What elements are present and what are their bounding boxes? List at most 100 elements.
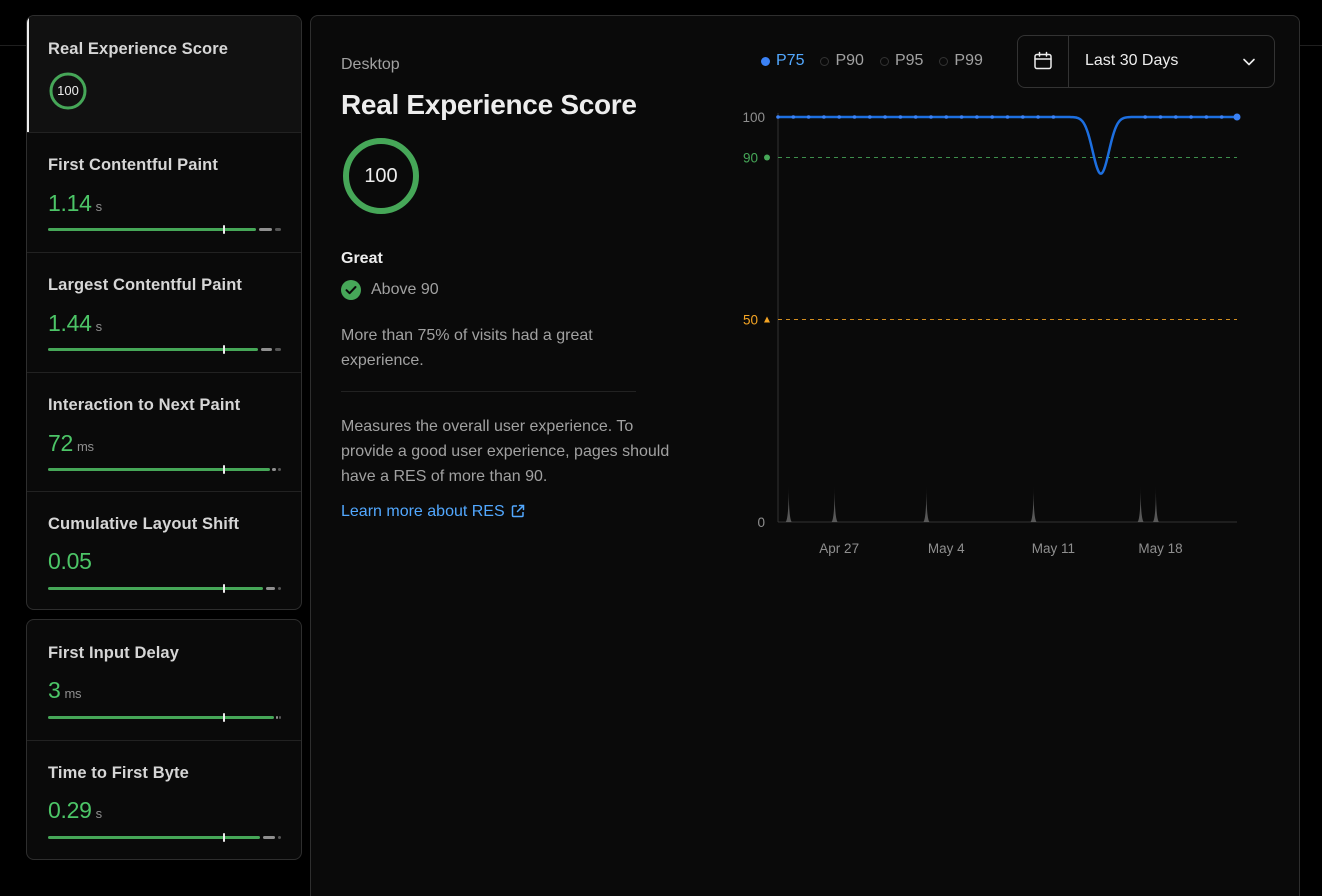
metric-distribution-bar: [48, 833, 281, 842]
divider: [341, 391, 636, 392]
rating-label: Great: [341, 250, 383, 267]
metric-distribution-bar: [48, 584, 281, 593]
legend-dot: [879, 56, 889, 66]
metric-title: Largest Contentful Paint: [48, 276, 242, 294]
volume-spike: [1137, 486, 1144, 522]
device-label: Desktop: [341, 56, 400, 73]
series-point: [1021, 115, 1025, 119]
threshold-label: Above 90: [371, 281, 439, 298]
series-end-point: [1233, 113, 1241, 121]
metric-fcp[interactable]: First Contentful Paint 1.14 s: [27, 132, 301, 252]
metric-title: Time to First Byte: [48, 764, 189, 782]
threshold-label: 50: [743, 313, 758, 328]
series-point: [1204, 115, 1209, 119]
summary-text: More than 75% of visits had a great expe…: [341, 327, 593, 369]
metric-unit: ms: [76, 439, 94, 454]
legend-dot: [820, 56, 830, 66]
x-tick-label: May 18: [1138, 541, 1182, 556]
threshold-label: 90: [743, 151, 758, 166]
metric-fid[interactable]: First Input Delay 3 ms: [27, 620, 301, 740]
metric-title: First Contentful Paint: [48, 156, 218, 174]
legend-dot: [939, 56, 949, 66]
y-tick-label: 100: [742, 110, 765, 125]
series-point: [1005, 115, 1010, 119]
chevron-down-icon: [1243, 58, 1255, 66]
series-point: [929, 115, 933, 119]
series-point: [1143, 115, 1147, 119]
date-range-label: Last 30 Days: [1085, 52, 1179, 69]
series-point: [806, 115, 811, 119]
legend-p90[interactable]: P90: [820, 52, 864, 70]
metric-value: 1.14 s: [48, 190, 103, 216]
description-text: Measures the overall user experience. To…: [341, 418, 670, 485]
metric-title: Interaction to Next Paint: [48, 396, 241, 414]
series-point: [944, 115, 949, 119]
metric-unit: s: [95, 199, 103, 214]
metric-unit: s: [95, 806, 103, 821]
metric-distribution-bar: [48, 345, 281, 354]
legend-p95[interactable]: P95: [879, 52, 923, 70]
metric-inp[interactable]: Interaction to Next Paint 72 ms: [27, 372, 301, 491]
legend-p75[interactable]: P75: [761, 52, 804, 70]
metric-unit: ms: [64, 686, 82, 701]
metric-value: 0.29 s: [48, 797, 103, 823]
x-tick-label: Apr 27: [819, 541, 859, 556]
volume-spike: [1030, 486, 1037, 522]
score-value: 100: [364, 165, 398, 187]
legend-p99[interactable]: P99: [939, 52, 983, 70]
calendar-icon: [1034, 51, 1052, 70]
metric-title: Real Experience Score: [48, 40, 229, 58]
x-tick-label: May 4: [928, 541, 965, 556]
res-line-chart[interactable]: 0 100 90 50 Apr 27 May 4 May 11 May 18: [711, 96, 1271, 576]
series-point: [883, 115, 887, 119]
metric-title: First Input Delay: [48, 644, 179, 662]
external-link-icon: [511, 504, 524, 518]
series-point: [852, 115, 857, 119]
legend-dot: [761, 56, 770, 66]
series-point: [1036, 115, 1040, 119]
volume-spike: [785, 486, 792, 522]
series-p75-line: [777, 115, 1238, 175]
series-point: [913, 115, 918, 119]
metric-unit: s: [95, 319, 103, 334]
top-divider-left: [0, 45, 26, 46]
series-point: [1051, 115, 1056, 119]
threshold-good-icon: [764, 154, 770, 161]
metric-ttfb[interactable]: Time to First Byte 0.29 s: [27, 740, 301, 859]
volume-spike: [831, 486, 838, 522]
percentile-legend: P75 P90 P95 P99: [761, 52, 983, 70]
metric-distribution-bar: [48, 713, 281, 722]
series-point: [1158, 115, 1163, 119]
series-point: [975, 115, 979, 119]
metric-res[interactable]: Real Experience Score 100: [27, 16, 301, 132]
y-tick-label: 0: [757, 515, 765, 530]
metric-distribution-bar: [48, 225, 281, 234]
score-value: 100: [57, 83, 79, 98]
metric-value: 3 ms: [48, 677, 82, 703]
metric-distribution-bar: [48, 465, 281, 474]
metric-value: 72 ms: [48, 430, 94, 456]
page-title: Real Experience Score: [341, 89, 637, 120]
series-point: [1219, 115, 1224, 119]
score-ring-icon: [49, 72, 87, 110]
x-tick-label: May 11: [1032, 541, 1075, 556]
volume-spike: [1152, 486, 1159, 522]
series-point: [822, 115, 826, 119]
series-point: [1174, 115, 1178, 119]
threshold-warn-icon: [764, 316, 770, 323]
series-point: [898, 115, 903, 119]
score-ring-icon: [343, 138, 419, 214]
metric-lcp[interactable]: Largest Contentful Paint 1.44 s: [27, 252, 301, 372]
series-point: [990, 115, 994, 119]
calendar-button[interactable]: [1018, 36, 1069, 87]
volume-spike: [923, 486, 930, 522]
series-point: [868, 115, 872, 119]
series-point: [959, 115, 964, 119]
metric-title: Cumulative Layout Shift: [48, 515, 240, 533]
metric-value: 0.05: [48, 548, 92, 574]
date-range-select[interactable]: Last 30 Days: [1017, 35, 1275, 88]
top-divider-right: [1299, 45, 1322, 46]
metric-cls[interactable]: Cumulative Layout Shift 0.05: [27, 491, 301, 609]
learn-more-link[interactable]: Learn more about RES: [341, 503, 525, 521]
metric-detail-panel: Desktop Real Experience Score 100 Great …: [310, 15, 1300, 896]
